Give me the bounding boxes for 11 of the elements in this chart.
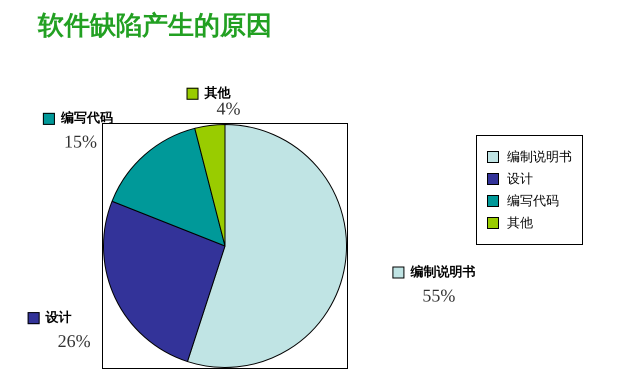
- legend-label: 编制说明书: [409, 264, 476, 280]
- category-label: 设计: [507, 172, 533, 187]
- category-label: 其他: [507, 216, 533, 231]
- category-label: 编写代码: [507, 194, 559, 209]
- legend-label: 编写代码: [60, 110, 113, 126]
- data-label: 26%: [58, 330, 91, 351]
- data-label: 55%: [422, 285, 456, 306]
- data-label: 15%: [64, 132, 98, 152]
- category-label: 编制说明书: [507, 150, 572, 165]
- chart-title: 软件缺陷产生的原因: [38, 10, 272, 43]
- legend-label: 设计: [44, 310, 72, 326]
